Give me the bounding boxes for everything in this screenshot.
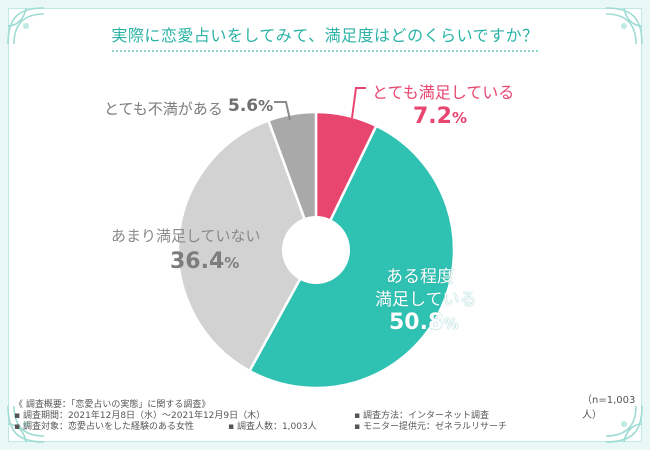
title-divider	[112, 50, 538, 52]
survey-method: ▪ 調査方法：インターネット調査	[354, 411, 489, 421]
leader-line-dissatisfied	[274, 101, 291, 121]
value-dissatisfied: 5.6%	[228, 96, 273, 116]
value-number: 7.2	[413, 104, 452, 129]
survey-overview: 《 調査概要：「恋愛占いの実態」に関する調査》	[14, 400, 211, 410]
value-number: 36.4	[170, 249, 225, 274]
survey-provider: ▪ モニター提供元：ゼネラルリサーチ	[354, 422, 507, 432]
slice-somewhat-satisfied	[247, 124, 456, 390]
donut-hole	[282, 216, 350, 284]
value-very-satisfied: 7.2%	[413, 104, 467, 129]
corner-ornament-bottom-left	[7, 405, 45, 443]
value-number: 50.8	[389, 310, 444, 335]
label-somewhat-satisfied-line1: ある程度	[386, 267, 454, 287]
percent-unit: %	[443, 315, 459, 333]
label-somewhat-satisfied-line2: 満足している	[375, 290, 477, 310]
percent-unit: %	[451, 109, 468, 127]
percent-unit: %	[224, 254, 240, 272]
value-somewhat-satisfied: 50.8%	[389, 310, 458, 335]
percent-unit: %	[258, 97, 274, 115]
survey-target: ▪ 調査対象：恋愛占いをした経験のある女性	[14, 422, 194, 432]
label-dissatisfied: とても不満がある	[104, 100, 223, 118]
value-not-satisfied: 36.4%	[170, 249, 239, 274]
corner-ornament-top-right	[605, 7, 643, 45]
corner-ornament-top-left	[7, 7, 45, 45]
label-not-satisfied: あまり満足していない	[111, 227, 261, 245]
slice-dissatisfied	[266, 110, 318, 251]
corner-ornament-bottom-right	[605, 405, 643, 443]
leader-line-very-satisfied	[351, 87, 366, 119]
label-very-satisfied: とても満足している	[372, 83, 515, 102]
value-number: 5.6	[228, 96, 259, 116]
survey-notes: 《 調査概要：「恋愛占いの実態」に関する調査》 ▪ 調査期間：2021年12月8…	[14, 400, 634, 433]
sample-size: （n=1,003人）	[582, 395, 636, 421]
survey-count: ▪ 調査人数：1,003人	[228, 422, 317, 432]
chart-title: 実際に恋愛占いをしてみて、満足度はどのくらいですか？	[111, 26, 539, 45]
survey-period: ▪ 調査期間：2021年12月8日（水）〜2021年12月9日（木）	[14, 411, 266, 421]
slice-not-satisfied	[176, 118, 318, 373]
